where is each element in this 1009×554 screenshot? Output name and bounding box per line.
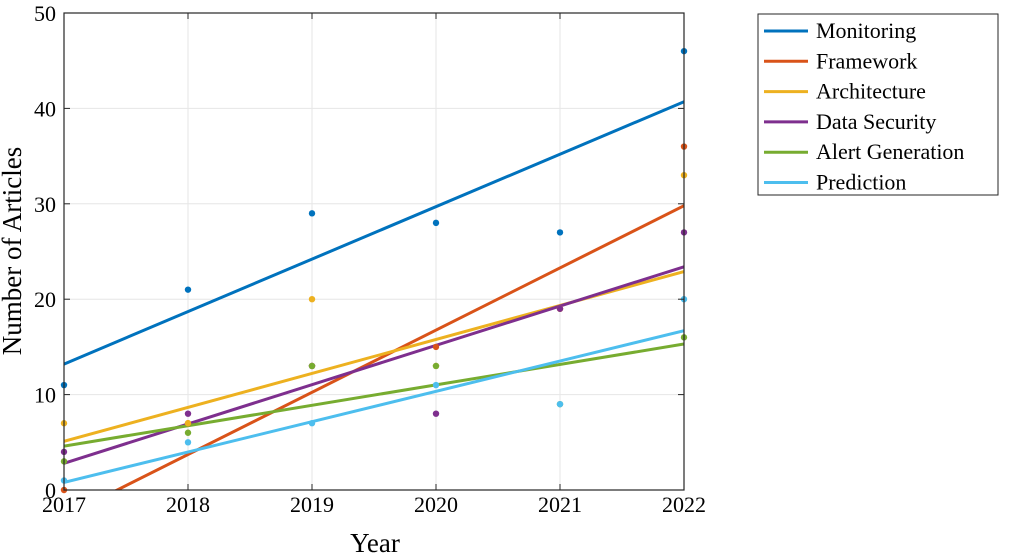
- data-point-5: [308, 420, 316, 427]
- trend-lines: [64, 100, 684, 490]
- legend-box: [757, 13, 999, 196]
- trend-line-0: [64, 100, 684, 366]
- y-tick-label: 50: [34, 1, 56, 26]
- x-tick-label: 2021: [538, 492, 582, 517]
- trend-line-5: [64, 329, 684, 484]
- trend-line-4: [64, 342, 684, 448]
- data-point-5: [184, 439, 192, 446]
- data-point-0: [432, 219, 440, 227]
- y-tick-label: 40: [34, 96, 56, 121]
- data-point-4: [184, 429, 192, 436]
- x-tick-label: 2022: [662, 492, 706, 517]
- x-tick-label: 2017: [42, 492, 86, 517]
- data-points: [60, 47, 688, 494]
- x-tick-label: 2020: [414, 492, 458, 517]
- legend-label: Data Security: [816, 109, 936, 134]
- data-point-2: [184, 420, 192, 427]
- legend-label: Monitoring: [816, 18, 916, 43]
- data-point-2: [308, 296, 316, 303]
- x-tick-label: 2018: [166, 492, 210, 517]
- data-point-3: [432, 410, 440, 417]
- legend-label: Architecture: [816, 79, 926, 104]
- data-point-0: [184, 286, 192, 293]
- data-point-0: [308, 210, 316, 217]
- data-point-5: [556, 400, 564, 408]
- data-point-3: [184, 410, 192, 417]
- data-point-4: [308, 362, 316, 370]
- y-tick-label: 20: [34, 287, 56, 312]
- ticks: 2017 2018 2019 2020 2021 2022 0 10 20 30 40 50: [34, 1, 706, 517]
- legend-label: Alert Generation: [816, 139, 964, 164]
- data-point-4: [432, 362, 440, 370]
- legend-label: Framework: [816, 48, 917, 73]
- y-tick-label: 10: [34, 383, 56, 408]
- y-tick-label: 30: [34, 192, 56, 217]
- data-point-1: [432, 343, 440, 351]
- legend: Monitoring Framework Architecture Data Secu…: [757, 13, 999, 196]
- data-point-3: [556, 305, 564, 312]
- data-point-0: [556, 229, 564, 236]
- y-tick-label: 0: [45, 478, 56, 503]
- plot-frame: [63, 12, 685, 491]
- data-point-5: [432, 381, 440, 389]
- y-axis-title: Number of Articles: [0, 147, 27, 355]
- x-axis-title: Year: [350, 528, 400, 554]
- trend-line-1: [113, 204, 684, 490]
- trend-line-3: [64, 265, 684, 465]
- x-tick-label: 2019: [290, 492, 334, 517]
- legend-label: Prediction: [816, 170, 906, 195]
